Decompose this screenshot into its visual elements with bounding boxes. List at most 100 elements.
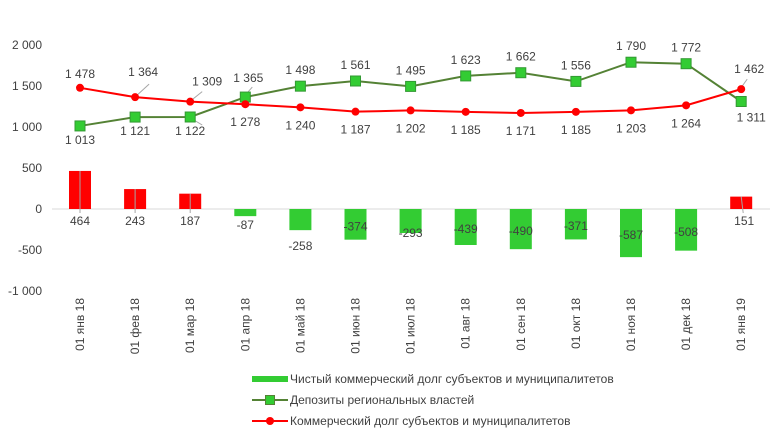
commercial-debt-marker — [737, 85, 746, 94]
legend: Чистый коммерческий долг субъектов и мун… — [252, 368, 614, 431]
x-tick-label: 01 окт 18 — [569, 298, 583, 349]
commercial-debt-data-label: 1 202 — [396, 121, 426, 135]
y-axis: -1 000 -500 0 500 1 000 1 500 2 000 — [8, 38, 42, 298]
bar-data-label: -587 — [619, 228, 643, 242]
line-markers — [74, 56, 747, 132]
y-tick-label: 0 — [35, 202, 42, 216]
bar-data-label: -87 — [237, 218, 255, 232]
deposits-data-label: 1 013 — [65, 133, 95, 147]
legend-item-deposits[interactable]: Депозиты региональных властей — [252, 389, 614, 410]
deposits-marker — [735, 95, 747, 107]
commercial-debt-marker — [627, 106, 635, 115]
y-tick-label: 1 000 — [12, 120, 42, 134]
deposits-data-label: 1 623 — [451, 53, 481, 67]
commercial-debt-marker — [461, 107, 470, 116]
deposits-data-label: 1 772 — [671, 41, 701, 55]
x-tick-label: 01 июн 18 — [349, 298, 363, 354]
commercial-debt-data-label: 1 187 — [340, 123, 370, 137]
bar-data-label: 243 — [125, 214, 145, 228]
leader-line — [191, 91, 203, 101]
deposits-marker — [184, 111, 196, 123]
x-tick-label: 01 фев 18 — [128, 298, 142, 355]
x-tick-label: 01 май 18 — [293, 298, 307, 353]
commercial-debt-data-label: 1 240 — [285, 118, 315, 132]
bar — [730, 196, 753, 209]
leader-lines — [79, 78, 748, 214]
deposits-data-label: 1 122 — [175, 124, 205, 138]
legend-label: Депозиты региональных властей — [290, 392, 475, 407]
x-tick-label: 01 янв 18 — [73, 298, 87, 351]
bar — [399, 209, 422, 234]
x-tick-label: 01 янв 19 — [734, 298, 748, 351]
bar-swatch-icon — [252, 373, 288, 385]
y-tick-label: 500 — [22, 161, 42, 175]
x-axis: 01 янв 18 01 фев 18 01 мар 18 01 апр 18 01 м… — [73, 298, 748, 355]
leader-line — [136, 83, 150, 96]
deposits-data-label: 1 561 — [340, 58, 370, 72]
legend-item-net-debt[interactable]: Чистый коммерческий долг субъектов и мун… — [252, 368, 614, 389]
leader-line — [740, 196, 744, 214]
x-tick-label: 01 мар 18 — [183, 298, 197, 353]
commercial-debt-marker — [571, 107, 580, 116]
deposits-marker — [625, 56, 637, 68]
deposits-data-label: 1 121 — [120, 124, 150, 138]
bar — [675, 209, 698, 251]
commercial-debt-marker — [406, 106, 415, 115]
x-tick-label: 01 авг 18 — [459, 298, 473, 349]
commercial-debt-marker — [351, 107, 360, 116]
bar-data-label: -439 — [454, 222, 478, 236]
legend-label: Чистый коммерческий долг субъектов и мун… — [290, 371, 614, 386]
square-marker-line-icon — [252, 394, 288, 406]
commercial-debt-marker — [241, 100, 250, 109]
legend-item-commercial-debt[interactable]: Коммерческий долг субъектов и муниципали… — [252, 410, 614, 431]
deposits-marker — [350, 75, 361, 87]
commercial-debt-marker — [131, 93, 140, 102]
bar-data-label: -508 — [674, 225, 698, 239]
x-tick-label: 01 ноя 18 — [624, 298, 638, 351]
bar — [289, 209, 312, 231]
data-labels: 464 243 187 -87 -258 -374 -293 -439 -490 -371 -587… — [65, 39, 766, 253]
deposits-data-label: 1 498 — [285, 63, 315, 77]
deposits-data-label: 1 790 — [616, 39, 646, 53]
commercial-debt-data-label: 1 171 — [506, 124, 536, 138]
commercial-debt-marker — [682, 101, 691, 110]
deposits-marker — [460, 70, 472, 82]
bar-data-label: -374 — [343, 219, 367, 233]
deposits-data-label: 1 556 — [561, 58, 591, 72]
y-tick-label: 2 000 — [12, 38, 42, 52]
bar-data-label: 464 — [70, 214, 90, 228]
commercial-debt-marker — [76, 83, 84, 92]
commercial-debt-marker — [296, 103, 305, 112]
x-tick-label: 01 сен 18 — [514, 298, 528, 351]
deposits-marker — [680, 58, 692, 70]
commercial-debt-data-label: 1 203 — [616, 121, 646, 135]
deposits-data-label: 1 495 — [396, 63, 426, 77]
commercial-debt-data-label: 1 278 — [230, 115, 260, 129]
leader-line — [741, 78, 748, 87]
deposits-data-label: 1 311 — [737, 110, 766, 124]
deposits-marker — [515, 67, 527, 79]
commercial-debt-data-label: 1 309 — [192, 75, 222, 89]
commercial-debt-data-label: 1 364 — [128, 65, 158, 79]
deposits-marker — [129, 111, 141, 123]
deposits-marker — [294, 80, 306, 92]
commercial-debt-data-label: 1 185 — [451, 123, 481, 137]
bar-data-label: 151 — [734, 214, 754, 228]
bar — [564, 209, 587, 240]
bar — [344, 209, 367, 240]
bar — [454, 209, 477, 245]
deposits-data-label: 1 662 — [506, 50, 536, 64]
y-tick-label: 1 500 — [12, 79, 42, 93]
commercial-debt-data-label: 1 478 — [65, 67, 95, 81]
deposits-data-label: 1 365 — [233, 71, 263, 85]
bar-data-label: -293 — [399, 226, 423, 240]
commercial-debt-data-label: 1 462 — [734, 62, 764, 76]
y-tick-label: -500 — [18, 243, 42, 257]
bar-data-label: -490 — [509, 224, 533, 238]
bar — [234, 209, 257, 217]
bar — [620, 209, 642, 258]
bar-data-label: -371 — [564, 219, 588, 233]
commercial-debt-data-label: 1 185 — [561, 123, 591, 137]
legend-label: Коммерческий долг субъектов и муниципали… — [290, 413, 571, 428]
